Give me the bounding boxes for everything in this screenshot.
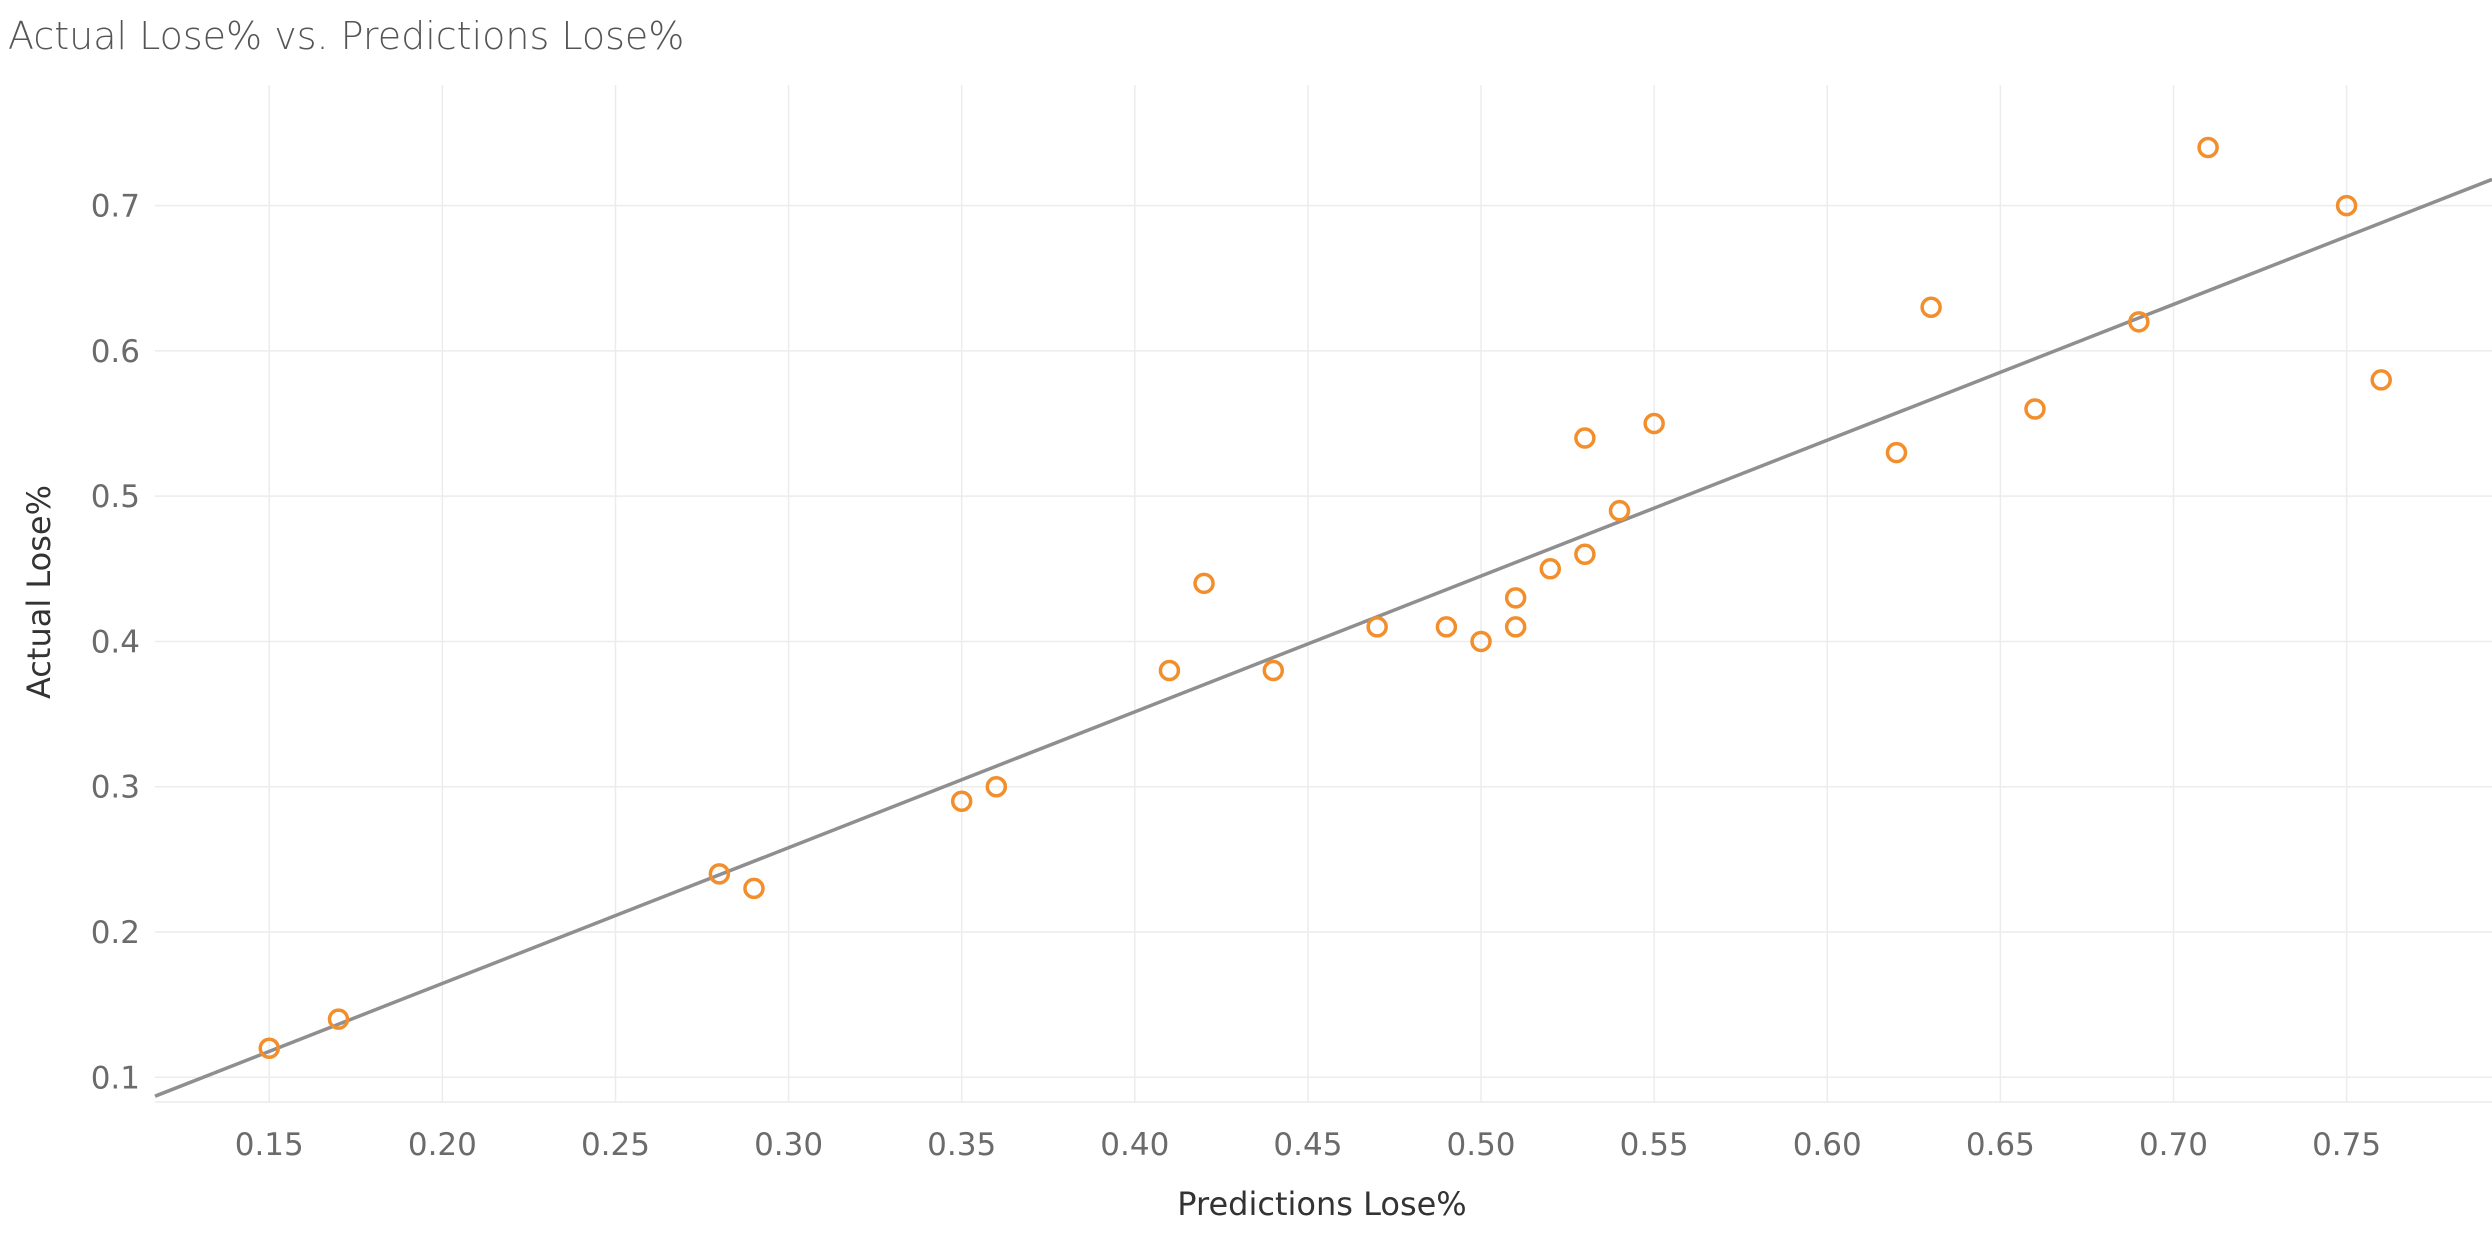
data-point xyxy=(1504,616,1527,638)
y-tick-label: 0.5 xyxy=(91,479,140,515)
data-point xyxy=(1643,412,1665,435)
data-point xyxy=(2370,369,2392,391)
data-point xyxy=(1504,587,1527,609)
data-point xyxy=(1539,558,1562,580)
data-point xyxy=(1193,572,1215,595)
trend-line xyxy=(154,177,2492,1098)
trend-line-layer xyxy=(154,177,2492,1098)
y-tick-label: 0.3 xyxy=(91,770,140,806)
x-tick-label: 0.20 xyxy=(408,1127,477,1163)
x-tick-label: 0.45 xyxy=(1273,1127,1342,1163)
data-point xyxy=(2128,311,2150,333)
y-axis-tick-labels: 0.1 0.2 0.3 0.4 0.5 0.6 0.7 xyxy=(91,189,140,1097)
data-point xyxy=(1574,427,1596,449)
data-point xyxy=(1435,616,1458,638)
y-tick-label: 0.6 xyxy=(91,334,140,370)
x-tick-label: 0.25 xyxy=(581,1127,650,1163)
y-tick-label: 0.4 xyxy=(91,624,140,660)
x-axis-title: Predictions Lose% xyxy=(1177,1185,1466,1223)
data-point xyxy=(2024,398,2046,420)
x-axis-tick-labels: 0.15 0.20 0.25 0.30 0.35 0.40 0.45 0.50 0.55 0.60… xyxy=(235,1127,2381,1163)
x-tick-label: 0.40 xyxy=(1100,1127,1169,1163)
data-point xyxy=(2335,194,2358,217)
data-point xyxy=(1262,659,1285,682)
data-point xyxy=(1574,543,1596,566)
x-tick-label: 0.50 xyxy=(1447,1127,1516,1163)
y-tick-label: 0.7 xyxy=(91,189,140,225)
data-point xyxy=(327,1008,350,1030)
x-tick-label: 0.55 xyxy=(1620,1127,1689,1163)
y-tick-label: 0.2 xyxy=(91,915,140,951)
data-point xyxy=(743,877,765,900)
x-tick-label: 0.75 xyxy=(2312,1127,2381,1163)
data-point xyxy=(258,1037,281,1059)
data-point xyxy=(985,775,1008,798)
x-tick-label: 0.35 xyxy=(927,1127,996,1163)
data-point xyxy=(1885,441,1908,464)
data-point xyxy=(1470,630,1492,653)
data-points xyxy=(258,136,2392,1059)
y-tick-label: 0.1 xyxy=(91,1060,140,1096)
x-tick-label: 0.60 xyxy=(1793,1127,1862,1163)
y-axis-title: Actual Lose% xyxy=(20,485,58,699)
grid-lines xyxy=(155,85,2492,1103)
x-tick-label: 0.70 xyxy=(2139,1127,2208,1163)
data-point xyxy=(2197,136,2219,159)
data-point xyxy=(1366,616,1388,638)
data-point xyxy=(708,863,731,885)
data-point xyxy=(950,790,973,813)
data-point xyxy=(1608,499,1631,522)
x-tick-label: 0.15 xyxy=(235,1127,304,1163)
chart-title: Actual Lose% vs. Predictions Lose% xyxy=(8,14,685,58)
data-point xyxy=(1158,659,1181,682)
x-tick-label: 0.65 xyxy=(1966,1127,2035,1163)
x-tick-label: 0.30 xyxy=(754,1127,823,1163)
data-point xyxy=(1920,296,1942,319)
